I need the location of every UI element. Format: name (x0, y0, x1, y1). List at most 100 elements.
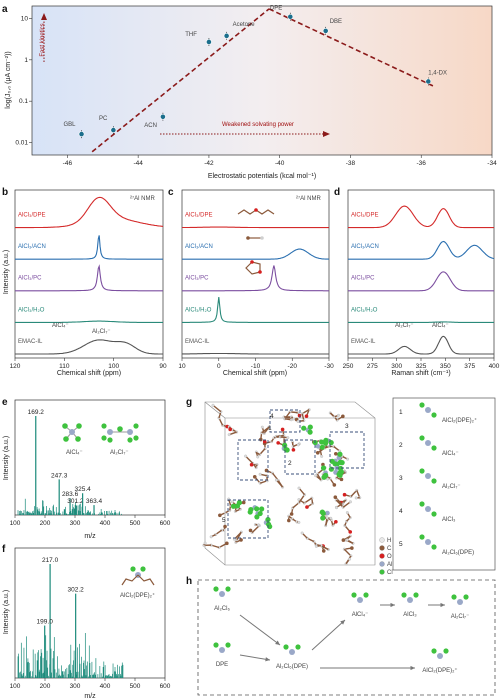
heavy-atom (341, 538, 346, 542)
sim-box-edge (204, 401, 226, 419)
panel-a-plot-area (31, 5, 493, 156)
data-point-dbe (322, 28, 329, 34)
panel-c-xlabel: Chemical shift (ppm) (223, 370, 287, 377)
scheme-cl-atom (413, 592, 419, 598)
legend-label: Cl (387, 570, 393, 576)
species-icon (431, 544, 437, 550)
panel-c-series-label: AlCl₃/ACN (185, 244, 213, 250)
panel-d-xtick-label: 375 (464, 363, 475, 370)
heavy-atom (334, 519, 338, 524)
trend-line-left (91, 8, 270, 153)
scheme-cl-atom (225, 642, 231, 648)
heavy-atom (289, 512, 294, 516)
scheme-cl-atom (363, 592, 369, 598)
panel-f-xtick-label: 200 (40, 683, 51, 690)
al2cl7-species-icon (101, 423, 139, 443)
scheme-cl-atom (401, 592, 407, 598)
panel-b-peak-al2cl7: Al₂Cl₇⁻ (92, 329, 111, 335)
legend-swatch-h (379, 537, 385, 543)
panel-c-dpe-molecule-icon (237, 208, 275, 215)
panel-e-peak-label: 301.2 (67, 498, 84, 505)
dpe-bond (245, 455, 254, 464)
panel-label-e: e (2, 397, 8, 408)
species-icon (431, 511, 437, 517)
highlight-box-4 (269, 409, 301, 433)
panel-b-series-label: AlCl₃/PC (18, 276, 42, 282)
scheme-arrow (239, 654, 271, 661)
scheme-cl-atom (213, 642, 219, 648)
species-icon (425, 407, 431, 413)
panel-d-peak-al2cl7: Al₂Cl₇⁻ (395, 323, 414, 329)
panel-b-xtick-label: 110 (59, 363, 70, 370)
panel-d-series-1 (348, 205, 494, 229)
dpe-bond (343, 548, 352, 557)
panel-c-xtick-label: -20 (288, 363, 298, 370)
panel-a-chart: -46 -44 -42 -40 -38 -36 -34 0.01 0.1 1 10 GBL PC ACN T… (15, 6, 497, 167)
panel-a-ytick-label: 0.1 (19, 98, 28, 105)
species-icon (425, 506, 431, 512)
scheme-arrowhead (410, 665, 415, 671)
data-point-label: PC (99, 116, 108, 122)
cl-atom (254, 506, 260, 512)
panel-b-xlabel: Chemical shift (ppm) (57, 370, 121, 377)
cl-atom (336, 471, 342, 477)
heavy-atom (225, 541, 229, 546)
panel-d-xtick-label: 350 (440, 363, 451, 370)
scheme-species-label: AlCl₂(DPE)₂⁺ (422, 667, 457, 674)
heavy-atom (348, 530, 353, 534)
panel-c-acn-molecule-icon (246, 236, 264, 240)
dpe-bond (298, 494, 306, 504)
h-atom (296, 420, 300, 423)
data-point-thf (206, 39, 212, 45)
species-icon (419, 534, 425, 540)
panel-c-series-label: AlCl₃/DPE (185, 213, 212, 219)
dpe-bond (212, 404, 222, 413)
species-name: Al₂Cl₆(DPE) (442, 550, 474, 556)
h-atom (297, 486, 301, 490)
panel-d-series-label: AlCl₃/PC (351, 276, 375, 282)
heavy-atom (339, 477, 344, 482)
panel-label-a: a (2, 4, 8, 15)
panel-h-frame (197, 579, 496, 696)
h-atom (260, 425, 264, 429)
data-point-acn (160, 113, 166, 120)
species-icon (431, 412, 437, 418)
al-atom (315, 443, 321, 449)
cl-atom (320, 465, 327, 471)
panel-f-chart: 100 200 300 400 500 600 217.0 199.0 302.2 (10, 557, 171, 690)
panel-a-ytick-label: 1 (24, 57, 28, 64)
heavy-atom (264, 468, 269, 473)
panel-c-xtick-label: -10 (251, 363, 261, 370)
panel-c-series-2 (182, 248, 330, 260)
scheme-al-atom (357, 597, 363, 603)
h-atom (300, 531, 304, 535)
panel-e-ylabel: Intensity (a.u.) (3, 436, 10, 480)
h-atom (244, 454, 248, 458)
cl-atom (248, 506, 254, 513)
data-point-label: 1,4-DX (428, 70, 447, 76)
scheme-cl-atom (295, 644, 301, 650)
h-atom (292, 417, 296, 421)
panel-c-chart: 10 0 -10 -20 -30 AlCl₃/DPE AlCl₃/ACN AlCl₃/PC Al… (178, 213, 334, 370)
panel-f-xtick-label: 100 (10, 683, 21, 690)
species-icon (419, 501, 425, 507)
fast-kinetics-arrowhead (41, 13, 47, 20)
data-point-label: ACN (144, 123, 157, 129)
legend-swatch-o (379, 553, 385, 559)
panel-b-series-label: AlCl₃/ACN (18, 244, 46, 250)
alcl2-dpe2-species-label: AlCl₂(DPE)₂⁺ (120, 592, 155, 599)
highlight-box-1 (237, 439, 269, 481)
scheme-arrowhead (265, 657, 270, 662)
dpe-bond (335, 499, 344, 508)
panel-a-ytick-label: 10 (21, 15, 29, 22)
heavy-atom (228, 427, 232, 432)
panel-d-series-5 (348, 335, 494, 355)
scheme-cl-atom (451, 594, 457, 600)
h-atom (325, 516, 329, 520)
scheme-al-atom (289, 649, 295, 655)
cl-atom (328, 440, 334, 446)
data-point-label: Acetone (233, 22, 256, 28)
scheme-species-label: AlCl₃ (403, 612, 417, 618)
h-atom (337, 413, 340, 417)
panel-a-xtick-label: -44 (133, 160, 143, 167)
